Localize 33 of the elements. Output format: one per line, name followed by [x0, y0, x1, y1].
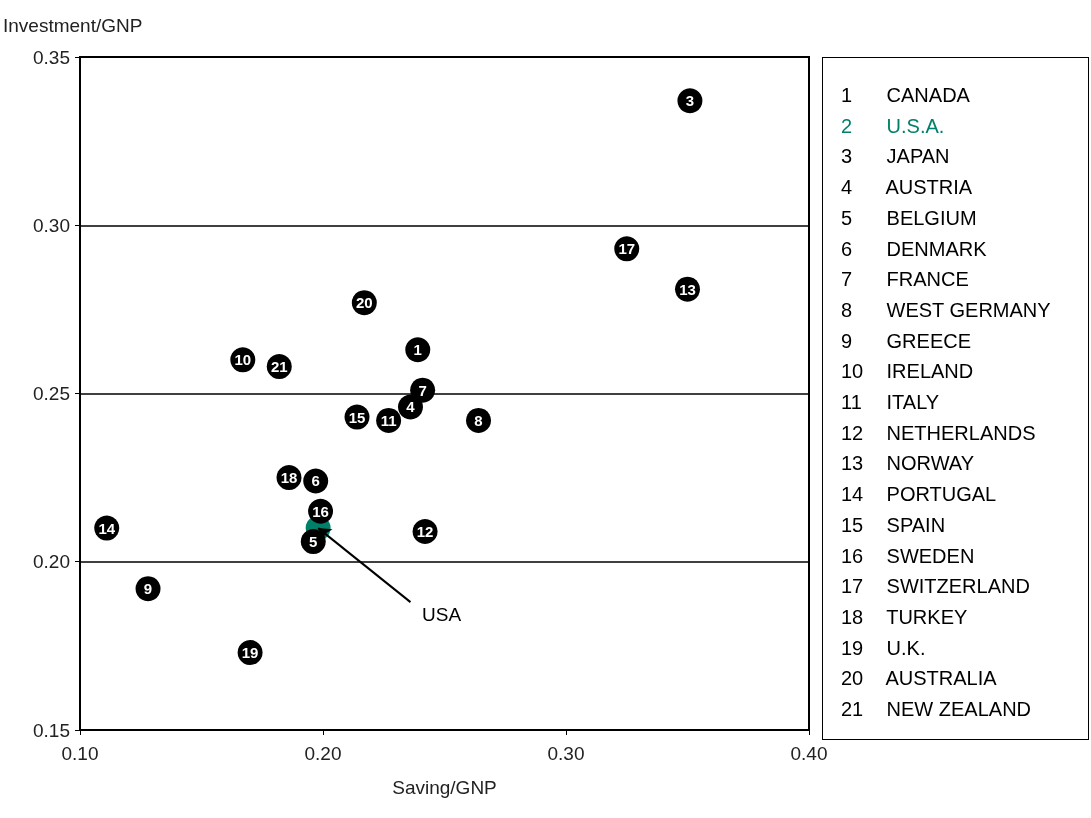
annotation: 4 — [406, 398, 416, 416]
x-tick-label: 0.30 — [547, 743, 585, 764]
annotation: 11 — [380, 411, 397, 429]
annotation: 18 — [280, 469, 298, 487]
annotation: 19 — [241, 644, 259, 662]
y-tick-label: 0.15 — [33, 719, 70, 741]
annotation: 14 — [98, 519, 116, 537]
x-tick-label: 0.40 — [790, 743, 828, 764]
y-tick-label: 0.35 — [33, 46, 70, 68]
annotation: 3 — [685, 92, 695, 110]
annotation: 7 — [418, 381, 427, 399]
annotation: 15 — [348, 408, 366, 426]
annotation: 13 — [679, 280, 696, 298]
x-axis-title: Saving/GNP — [392, 777, 497, 798]
annotation: 8 — [474, 411, 483, 429]
x-tick-label: 0.10 — [61, 743, 99, 764]
annotation: 12 — [416, 522, 434, 540]
annotation: 1 — [413, 341, 422, 359]
annotation: USA — [422, 604, 462, 626]
annotation: 5 — [309, 533, 318, 551]
y-tick-label: 0.30 — [33, 214, 70, 236]
x-tick-label: 0.20 — [304, 743, 342, 764]
annotation: 9 — [143, 580, 153, 598]
annotation: 21 — [270, 358, 288, 376]
annotation: 16 — [312, 502, 329, 520]
annotation: 10 — [234, 351, 252, 369]
annotation: 20 — [355, 294, 373, 312]
y-axis-title: Investment/GNP — [3, 15, 143, 36]
key-box: 1 CANADA 2 U.S.A. 3 JAPAN 4 AUSTRIA 5 BELGIUM 6 DENMARK 7 FRANCE 8 WEST GERMANY 9 GREECE 10 IRELAND 11 ITALY 12 NETHERLANDS 13 NORWAY 14 PORTUGAL 15 SPAIN 16 SWEDEN 17 SWITZERLAND 18 TURKEY 19 U.K. 20 AUSTRALIA 21 NEW ZEALAND — [822, 57, 1089, 740]
y-tick-label: 0.20 — [33, 551, 70, 573]
y-tick-label: 0.25 — [33, 383, 70, 404]
annotation: 6 — [311, 472, 320, 490]
annotation: 17 — [618, 240, 636, 258]
